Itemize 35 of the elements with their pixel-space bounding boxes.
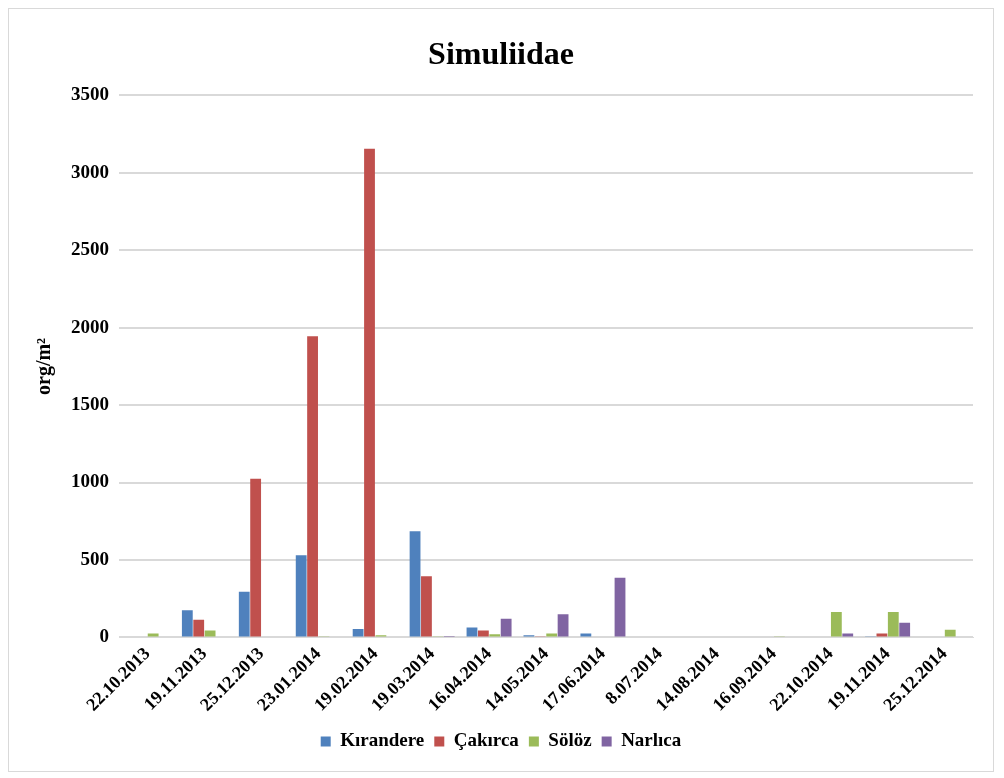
bar — [944, 629, 956, 637]
legend-label: Narlıca — [621, 729, 682, 751]
bar — [421, 576, 432, 637]
y-tick-label: 1000 — [71, 470, 109, 492]
y-tick-label: 2500 — [71, 238, 109, 260]
y-tick-label: 3500 — [71, 83, 109, 105]
bar — [557, 614, 569, 637]
y-tick-label: 2000 — [71, 315, 109, 337]
legend-label: Sölöz — [548, 729, 593, 751]
legend-label: Kırandere — [340, 729, 425, 751]
chart-title: Simuliidae — [428, 35, 574, 72]
bar — [307, 336, 318, 637]
bar — [500, 618, 512, 637]
legend-label: Çakırca — [453, 729, 520, 751]
bar — [614, 577, 626, 637]
y-tick-label: 1500 — [71, 393, 109, 415]
y-tick-label: 3000 — [71, 160, 109, 182]
bar — [489, 634, 501, 637]
bar — [364, 148, 375, 637]
y-tick-label: 0 — [99, 625, 109, 647]
y-tick-label: 500 — [80, 547, 109, 569]
bar — [887, 611, 899, 637]
bar — [204, 630, 216, 637]
bar — [477, 630, 489, 637]
y-axis-title: org/m² — [32, 337, 56, 395]
bar — [295, 555, 307, 637]
bar — [830, 611, 842, 637]
bar — [899, 622, 911, 637]
bar — [193, 619, 205, 637]
bar — [466, 627, 478, 637]
bar — [181, 610, 193, 637]
bar — [238, 591, 250, 637]
bar — [250, 478, 262, 637]
bar — [352, 628, 364, 637]
bar — [409, 531, 421, 637]
